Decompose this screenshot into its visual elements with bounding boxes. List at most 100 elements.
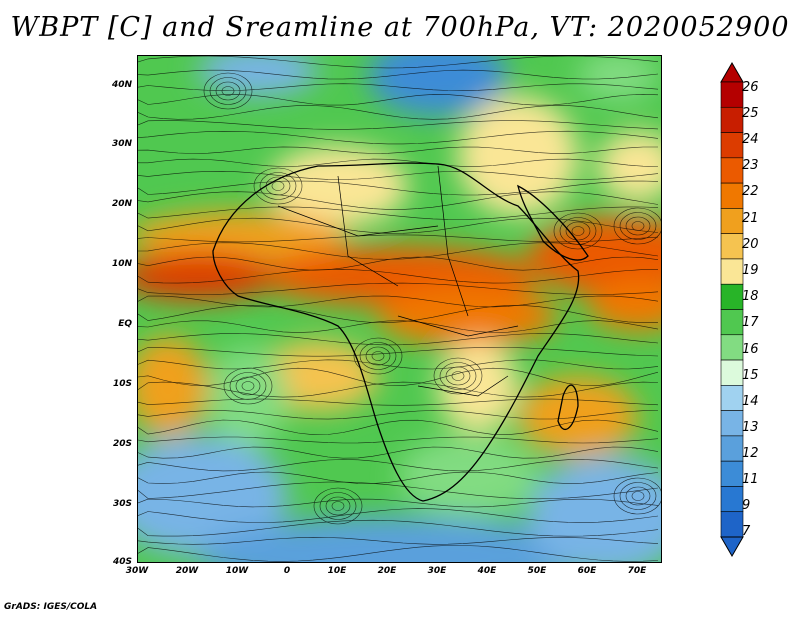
map-plot-area (137, 55, 662, 563)
streamline-vortex (215, 81, 241, 101)
streamline (138, 268, 659, 284)
colorbar-arrow-top (720, 62, 744, 83)
streamline (138, 508, 659, 523)
colorbar-swatch (720, 157, 744, 184)
lat-label: 20S (112, 439, 132, 449)
streamline (138, 242, 659, 260)
colorbar-swatch (720, 385, 744, 411)
country-borders (277, 165, 519, 397)
colorbar-label: 17 (742, 315, 759, 330)
streamline (138, 436, 659, 444)
colorbar-label: 18 (742, 289, 759, 304)
streamline-vortex (613, 477, 661, 515)
streamline (138, 170, 659, 180)
colorbar-label: 23 (742, 158, 759, 173)
streamline (138, 295, 659, 308)
streamline-vortex (353, 337, 403, 375)
colorbar (720, 62, 744, 557)
streamline (138, 93, 659, 106)
coastlines (212, 162, 589, 502)
streamline-vortex (229, 372, 267, 400)
streamline (138, 519, 659, 537)
streamline (138, 120, 659, 130)
streamline-vortex (631, 221, 645, 231)
streamline-vortex (365, 346, 391, 366)
streamline (138, 381, 659, 398)
streamline (138, 130, 659, 145)
streamline (138, 105, 659, 120)
streamline-vortex (253, 167, 303, 205)
streamline (138, 367, 659, 386)
streamline-vortex (625, 486, 651, 506)
colorbar-label: 12 (742, 446, 759, 461)
streamline (138, 69, 659, 80)
lon-label: 50E (527, 566, 547, 576)
streamline-vortex (259, 172, 297, 200)
streamline-vortex (631, 491, 645, 501)
colorbar-swatch (720, 359, 744, 386)
streamline (138, 320, 659, 333)
lat-label: EQ (118, 319, 132, 329)
colorbar-swatch (720, 283, 744, 310)
colorbar-label: 20 (742, 237, 759, 252)
lat-label: 30N (111, 139, 132, 149)
plot-title: WBPT [C] and Sreamline at 700hPa, VT: 20… (10, 12, 790, 43)
streamline-vortex (619, 482, 657, 510)
lon-label: 0 (283, 566, 291, 576)
lat-label: 40N (111, 80, 132, 90)
lat-label: 30S (112, 499, 132, 509)
colorbar-swatch (720, 511, 744, 538)
streamline-vortex (331, 501, 345, 511)
lon-label: 70E (627, 566, 647, 576)
colorbar-swatch (720, 258, 744, 285)
colorbar-label: 25 (742, 106, 759, 121)
grads-credit: GrADS: IGES/COLA (4, 602, 98, 612)
lon-label: 10W (225, 566, 249, 576)
colorbar-swatch (720, 182, 744, 209)
streamline (138, 191, 659, 210)
streamline (138, 536, 659, 545)
streamline-vortex (445, 366, 471, 386)
colorbar-label: 13 (742, 420, 759, 435)
lat-label: 10N (111, 259, 132, 269)
streamline (138, 146, 658, 154)
streamline (138, 158, 659, 167)
colorbar-label: 7 (742, 524, 751, 539)
colorbar-swatch (720, 435, 744, 462)
streamline (138, 498, 659, 508)
colorbar-label: 24 (742, 132, 759, 147)
colorbar-label: 11 (742, 472, 759, 487)
colorbar-swatch (720, 233, 744, 260)
streamline-vortex (359, 342, 397, 370)
streamline (138, 398, 659, 406)
streamline-vortex (235, 376, 261, 396)
colorbar-label: 26 (742, 80, 759, 95)
colorbar-swatch (720, 106, 744, 133)
streamline-vortex (313, 487, 363, 525)
colorbar-swatch (720, 81, 744, 108)
streamline-vortex (433, 357, 483, 395)
lat-label: 40S (112, 557, 132, 567)
colorbar-swatch (720, 460, 744, 487)
streamline (138, 359, 659, 370)
streamline (138, 471, 659, 484)
streamline (138, 410, 659, 420)
lon-label: 60E (577, 566, 597, 576)
streamline (138, 304, 659, 324)
colorbar-label: 21 (742, 211, 759, 226)
streamline-vortex (203, 72, 253, 110)
colorbar-label: 14 (742, 394, 759, 409)
colorbar-swatch (720, 208, 744, 234)
streamline-vortex (241, 381, 255, 391)
colorbar-swatch (720, 410, 744, 437)
colorbar-label: 9 (742, 498, 751, 513)
streamline-vortex (553, 212, 603, 250)
colorbar-swatch (720, 309, 744, 336)
lon-label: 40E (477, 566, 497, 576)
lon-label: 10E (327, 566, 347, 576)
lon-label: 20E (377, 566, 397, 576)
colorbar-label: 15 (742, 368, 759, 383)
streamline-vortex (559, 217, 597, 245)
streamline (138, 234, 659, 243)
streamline-vortex (319, 492, 357, 520)
